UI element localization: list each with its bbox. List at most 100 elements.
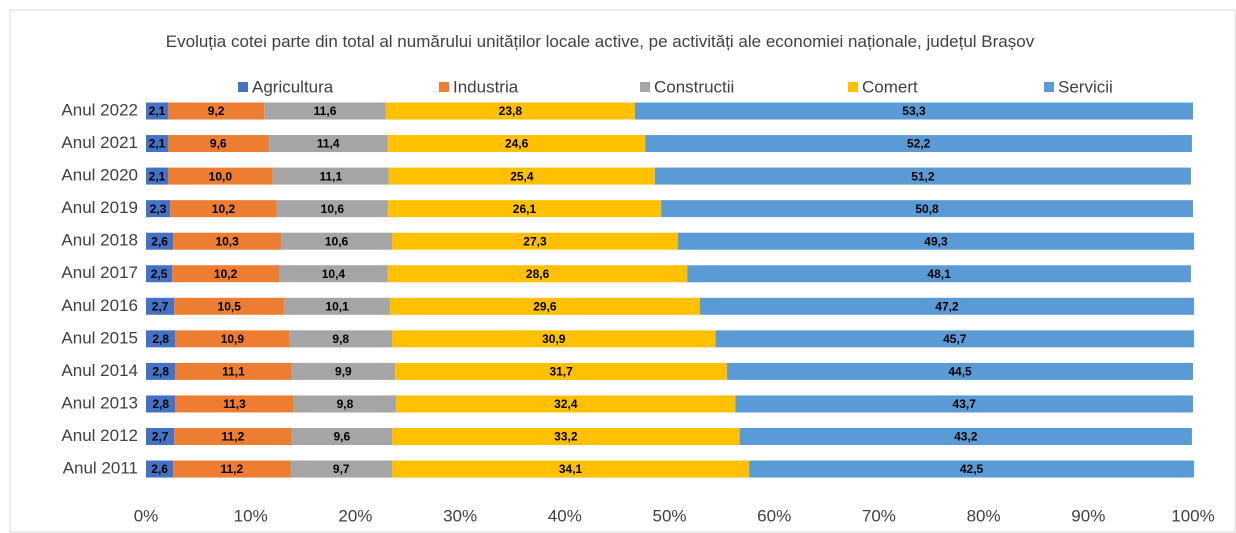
y-tick-label: Anul 2012 [61,426,138,445]
bar-segment [392,460,750,478]
data-label: 10,0 [209,169,233,183]
data-label: 11,2 [222,430,245,444]
y-tick-label: Anul 2017 [61,263,138,282]
bar-segment [715,330,1195,348]
data-label: 48,1 [927,267,951,281]
data-label: 10,6 [325,234,349,248]
x-tick-label: 0% [134,506,159,525]
bar-segment [388,167,655,185]
data-label: 24,6 [505,137,529,151]
bar-segment [146,200,171,218]
data-label: 2,5 [151,267,168,281]
data-label: 2,8 [152,332,169,346]
bar-segment [272,167,389,185]
data-label: 10,1 [325,299,349,313]
bar-segment [167,102,265,120]
data-label: 50,8 [915,202,939,216]
data-label: 32,4 [554,397,578,411]
bar-segment [174,297,285,315]
bar-segment [146,395,176,413]
y-tick-label: Anul 2015 [61,328,138,347]
bar-segment [175,395,294,413]
bar-segment [172,265,279,283]
data-label: 9,2 [208,104,225,118]
data-label: 11,3 [223,397,246,411]
bar-segment [167,135,269,153]
bar-segment [389,297,700,315]
data-label: 10,2 [214,267,238,281]
bar-segment [167,167,273,185]
bar-segment [289,330,393,348]
data-label: 43,2 [954,430,978,444]
y-tick-label: Anul 2013 [61,393,138,412]
bar-segment [739,428,1192,445]
bar-segment [654,167,1191,185]
bar-segment [146,297,175,315]
y-tick-label: Anul 2021 [61,133,138,152]
chart-title: Evoluția cotei parte din total al număru… [165,32,1035,51]
legend-swatch [640,82,650,92]
x-tick-label: 20% [338,506,372,525]
bar-segment [146,167,168,185]
data-label: 2,3 [150,202,167,216]
bar-segment [146,135,168,153]
x-tick-label: 90% [1071,506,1105,525]
bar-segment [281,232,393,250]
data-label: 9,6 [333,430,350,444]
bar-segment [645,135,1192,153]
x-tick-label: 10% [234,506,268,525]
bar-segment [392,232,678,250]
data-label: 27,3 [523,234,547,248]
legend-swatch [439,82,449,92]
bar-segment [146,428,175,445]
bar-segment [634,102,1193,120]
data-label: 44,5 [948,365,972,379]
data-label: 33,2 [554,430,578,444]
bar-segment [278,265,388,283]
bar-segment [661,200,1193,218]
bar-segment [396,395,736,413]
bar-segment [146,102,168,120]
data-label: 2,6 [151,462,168,476]
bar-segment [276,200,388,218]
bar-segment [290,460,393,478]
data-label: 23,8 [499,104,523,118]
bar-segment [146,232,174,250]
x-tick-label: 30% [443,506,477,525]
data-label: 2,6 [151,234,168,248]
data-label: 11,6 [314,104,337,118]
data-label: 2,7 [152,430,169,444]
data-label: 9,9 [335,365,352,379]
bar-segment [284,297,390,315]
bar-segment [699,297,1195,315]
bar-segment [291,428,393,445]
bar-segment [146,265,173,283]
bar-segment [146,330,176,348]
legend-swatch [1044,82,1054,92]
data-label: 10,3 [215,234,239,248]
bar-segment [392,428,740,445]
data-label: 2,1 [149,137,166,151]
data-label: 11,1 [319,169,342,183]
data-label: 25,4 [510,169,534,183]
bar-segment [291,362,396,380]
bar-segment [173,232,282,250]
data-label: 53,3 [902,104,926,118]
data-label: 2,8 [152,397,169,411]
bar-segment [268,135,388,153]
data-label: 45,7 [943,332,967,346]
data-label: 11,4 [317,137,340,151]
x-tick-label: 60% [757,506,791,525]
data-label: 51,2 [911,169,935,183]
x-tick-label: 100% [1171,506,1214,525]
data-label: 11,2 [221,462,244,476]
bar-segment [293,395,397,413]
data-label: 2,1 [149,104,166,118]
bar-segment [387,135,646,153]
legend-swatch [848,82,858,92]
legend-label: Agricultura [252,77,334,96]
bar-segment [387,265,688,283]
data-label: 10,2 [212,202,236,216]
bar-segment [264,102,386,120]
